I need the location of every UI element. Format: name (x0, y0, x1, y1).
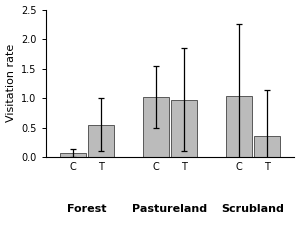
Text: Scrubland: Scrubland (221, 204, 284, 214)
Bar (88, 125, 114, 157)
Text: Pastureland: Pastureland (133, 204, 208, 214)
Y-axis label: Visitation rate: Visitation rate (6, 44, 16, 123)
Bar (60, 153, 86, 157)
Bar (254, 136, 280, 157)
Bar (143, 97, 169, 157)
Bar (226, 96, 252, 157)
Text: Forest: Forest (68, 204, 107, 214)
Bar (171, 100, 197, 157)
